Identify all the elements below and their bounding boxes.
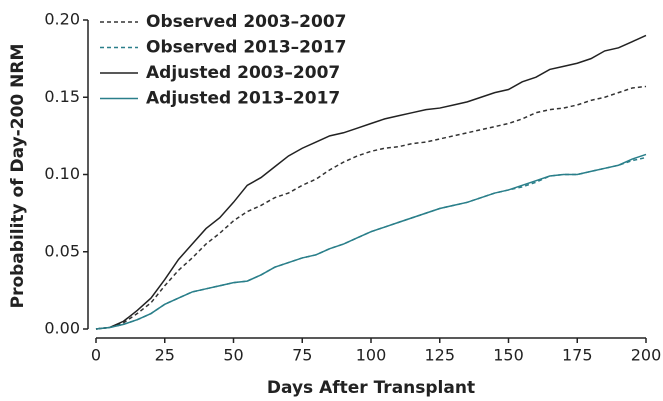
x-tick-label: 75 xyxy=(292,346,312,365)
legend-label: Adjusted 2013–2017 xyxy=(146,89,340,109)
legend-label: Observed 2003–2007 xyxy=(146,12,346,32)
legend: Observed 2003–2007 Observed 2013–2017 Adju… xyxy=(100,12,346,109)
y-tick-label: 0.15 xyxy=(44,87,80,106)
x-tick-label: 125 xyxy=(424,346,455,365)
x-tick-label: 200 xyxy=(631,346,662,365)
legend-label: Observed 2013–2017 xyxy=(146,38,346,58)
x-tick-label: 175 xyxy=(562,346,593,365)
x-axis-title: Days After Transplant xyxy=(267,378,475,398)
y-axis-title: Probability of Day-200 NRM xyxy=(8,44,28,309)
series-line xyxy=(95,156,647,330)
series-line xyxy=(95,153,647,330)
x-tick-label: 50 xyxy=(223,346,243,365)
x-tick-label: 100 xyxy=(356,346,387,365)
legend-label: Adjusted 2003–2007 xyxy=(146,63,340,83)
y-tick-label: 0.00 xyxy=(44,319,80,338)
x-tick-label: 25 xyxy=(155,346,175,365)
y-tick-label: 0.10 xyxy=(44,164,80,183)
y-tick-label: 0.20 xyxy=(44,10,80,29)
x-tick-label: 150 xyxy=(493,346,524,365)
series-line xyxy=(95,34,647,330)
x-tick-label: 0 xyxy=(91,346,101,365)
y-tick-label: 0.05 xyxy=(44,241,80,260)
